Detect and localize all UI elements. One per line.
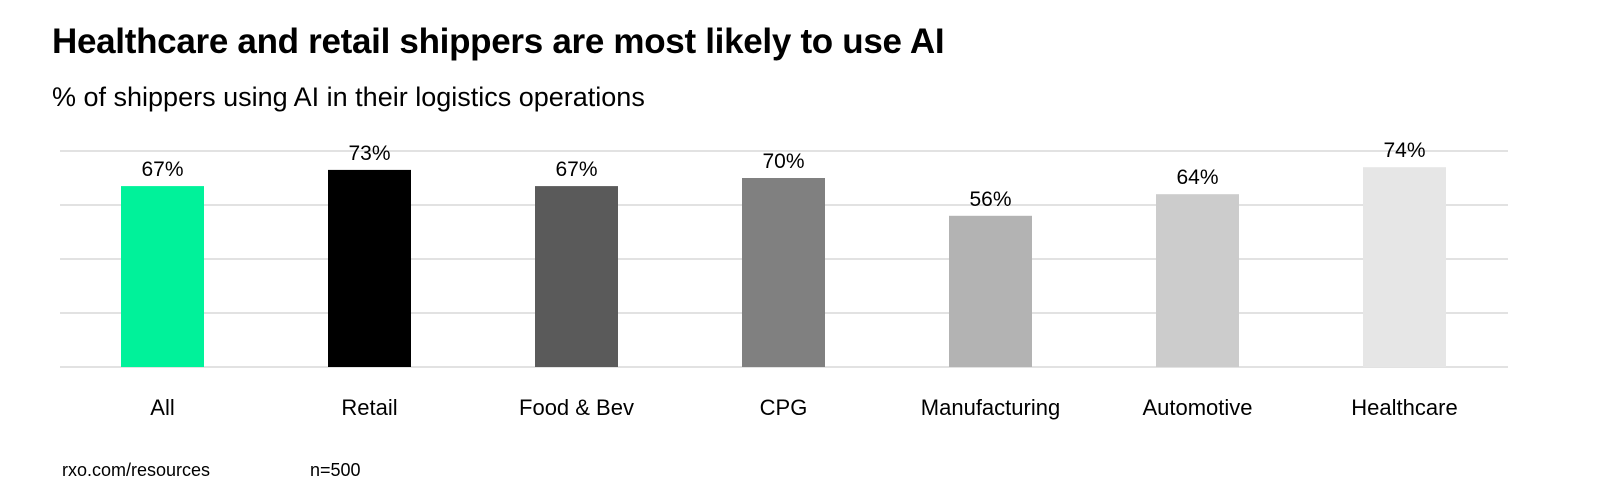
category-label: All [150,395,174,420]
bar-food-bev [535,186,618,367]
source-text: rxo.com/resources [62,460,211,480]
category-label: Manufacturing [921,395,1060,420]
sample-size-text: n=500 [310,460,361,480]
data-label: 64% [1176,166,1218,189]
bar-retail [328,169,411,367]
bar-all [121,186,204,367]
bar-manufacturing [949,215,1032,367]
category-label: CPG [760,395,808,420]
category-label: Food & Bev [519,395,634,420]
chart-title: Healthcare and retail shippers are most … [52,22,945,61]
data-label: 67% [141,158,183,181]
data-label: 74% [1383,139,1425,162]
category-label: Retail [341,395,397,420]
data-label: 56% [969,188,1011,211]
bar-cpg [742,178,825,367]
data-label: 73% [348,142,390,165]
bar-automotive [1156,194,1239,367]
category-label: Automotive [1142,395,1252,420]
data-label: 67% [555,158,597,181]
data-label: 70% [762,150,804,173]
bar-healthcare [1363,167,1446,367]
chart-subtitle: % of shippers using AI in their logistic… [52,82,645,112]
category-label: Healthcare [1351,395,1457,420]
